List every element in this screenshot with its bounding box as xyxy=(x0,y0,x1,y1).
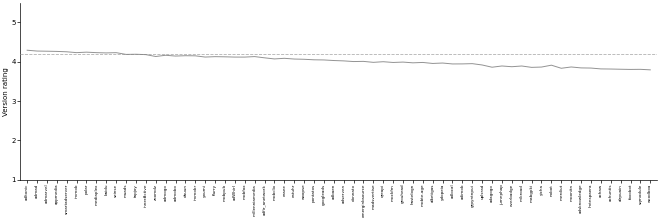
Y-axis label: Version rating: Version rating xyxy=(3,67,9,116)
